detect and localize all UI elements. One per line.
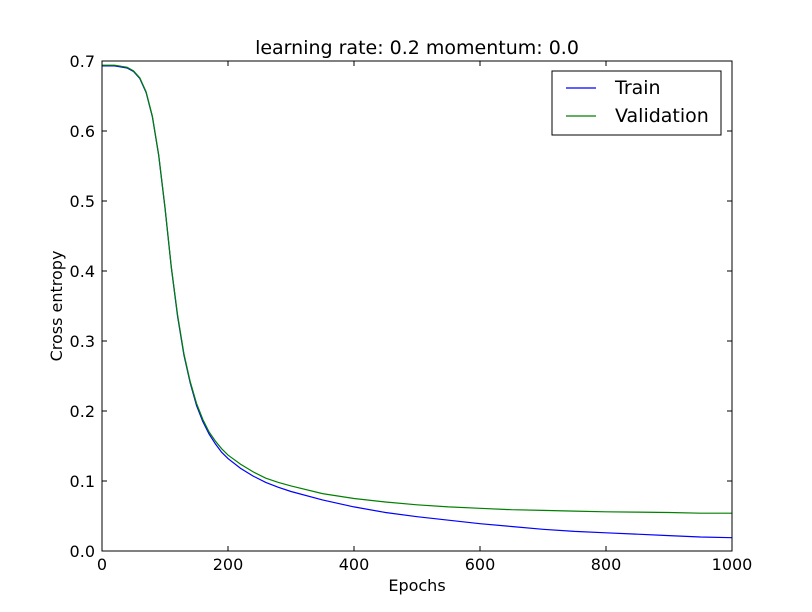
- legend-train-label: Train: [614, 77, 661, 99]
- legend: Train Validation: [551, 70, 722, 136]
- series-line-validation: [102, 64, 732, 514]
- chart-title: learning rate: 0.2 momentum: 0.0: [255, 37, 579, 59]
- x-tick-label: 600: [465, 555, 496, 574]
- y-tick-label: 0.5: [70, 192, 95, 211]
- x-tick-label: 0: [97, 555, 107, 574]
- y-tick-label: 0.4: [70, 262, 95, 281]
- y-tick-label: 0.1: [70, 472, 95, 491]
- y-tick-label: 0.0: [70, 542, 95, 561]
- y-tick-label: 0.3: [70, 332, 95, 351]
- y-tick-label: 0.6: [70, 122, 95, 141]
- x-tick-label: 200: [213, 555, 244, 574]
- y-tick-label: 0.7: [70, 52, 95, 71]
- series-layer: [102, 64, 733, 539]
- axis-ticks: 0 200 400 600 800 1000 0.0 0.1 0.2 0.3 0.4 0.5 0.6 0.…: [70, 52, 753, 574]
- legend-box: [551, 70, 722, 136]
- x-tick-label: 400: [339, 555, 370, 574]
- x-tick-label: 1000: [712, 555, 753, 574]
- x-axis-label: Epochs: [388, 576, 445, 595]
- plot-frame: [101, 60, 733, 552]
- legend-validation-label: Validation: [615, 105, 709, 127]
- y-tick-label: 0.2: [70, 402, 95, 421]
- x-tick-label: 800: [591, 555, 622, 574]
- y-axis-label: Cross entropy: [47, 251, 66, 362]
